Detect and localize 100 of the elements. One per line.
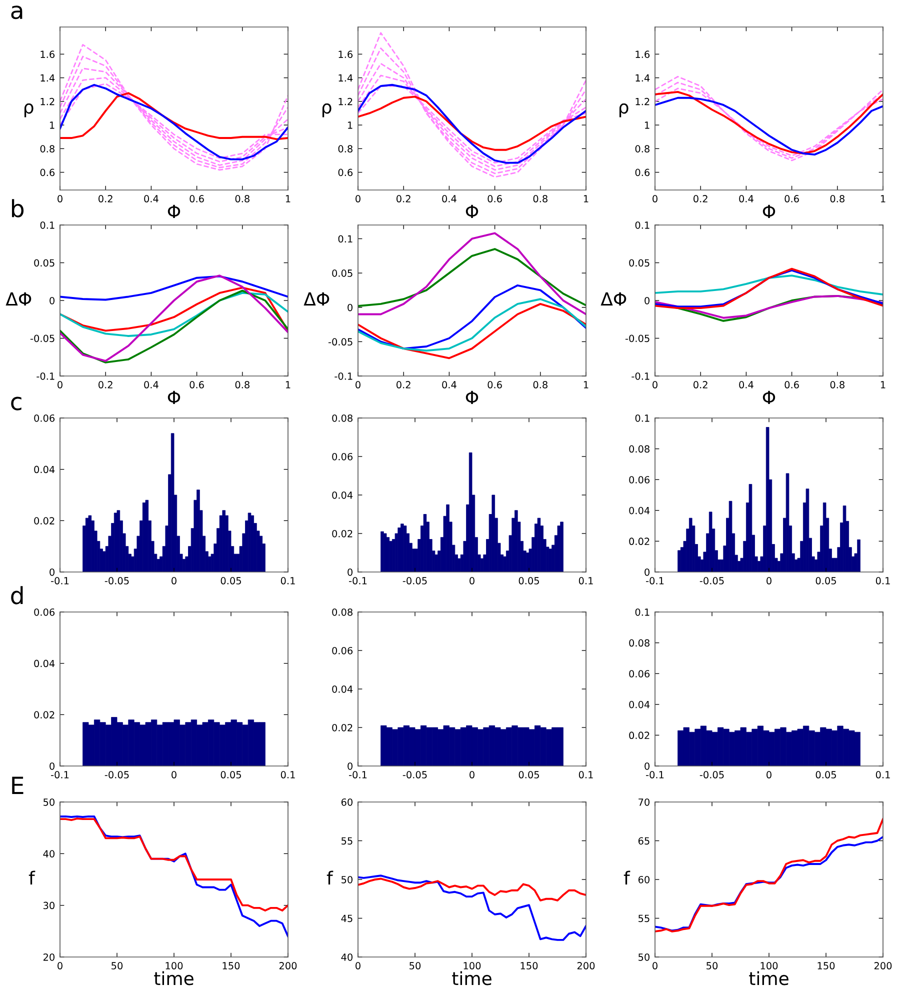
x-axis-title: Φ	[466, 204, 478, 218]
y-tick-label: 0.04	[629, 506, 650, 514]
y-tick-label: 40	[341, 953, 352, 961]
y-tick-label: 0.02	[629, 538, 650, 546]
y-tick-label: 0.08	[629, 639, 650, 647]
y-tick-label: -0.1	[36, 372, 54, 380]
x-tick-label: 0.05	[220, 577, 241, 584]
x-tick-label: 0.2	[396, 381, 410, 388]
y-tick-label: -0.1	[334, 372, 352, 380]
x-tick-label: 200	[874, 962, 892, 970]
x-axis-title: Φ	[168, 204, 180, 218]
y-tick-label: 0	[644, 296, 650, 304]
y-tick-label: 20	[43, 953, 54, 961]
y-tick-label: 0	[644, 762, 650, 770]
y-tick-label: 0.6	[338, 168, 353, 176]
x-axis-title: time	[154, 971, 194, 986]
x-tick-label: 0	[356, 195, 360, 202]
y-tick-label: 1	[348, 122, 352, 129]
y-axis-title: ΔΦ	[6, 292, 32, 306]
y-tick-label: -0.05	[30, 334, 54, 342]
x-tick-label: 0.4	[144, 381, 158, 388]
y-tick-label: 0.04	[34, 466, 55, 474]
y-tick-label: 0.8	[338, 145, 352, 152]
x-tick-label: 0.8	[235, 195, 250, 202]
x-tick-label: 0	[356, 962, 360, 970]
x-tick-label: 0	[58, 381, 62, 388]
y-tick-label: 0.02	[34, 711, 54, 718]
y-tick-label: 0.02	[34, 517, 54, 524]
x-tick-label: 100	[760, 962, 778, 970]
y-tick-label: 0.06	[629, 476, 650, 484]
x-tick-label: 1	[880, 195, 886, 202]
x-tick-label: 0.1	[578, 771, 593, 778]
x-axis-title: time	[749, 971, 788, 986]
y-tick-label: -0.05	[328, 338, 352, 346]
y-tick-label: 0.1	[635, 221, 650, 229]
y-tick-label: 1.6	[40, 50, 55, 58]
y-tick-label: 1.4	[40, 74, 55, 82]
x-tick-label: 0	[172, 771, 176, 778]
y-tick-label: 65	[638, 837, 650, 845]
x-tick-label: 200	[577, 962, 595, 970]
x-tick-label: 0.4	[144, 195, 158, 202]
y-tick-label: 0	[50, 296, 54, 304]
y-tick-label: 50	[44, 798, 54, 806]
x-axis-title: Φ	[466, 390, 478, 404]
x-tick-label: 150	[222, 962, 240, 970]
y-tick-label: 60	[638, 876, 650, 884]
x-tick-label: 0.1	[578, 577, 593, 584]
x-tick-label: 0.8	[235, 381, 250, 388]
x-tick-label: 0.2	[98, 195, 112, 202]
y-tick-label: 0.08	[332, 414, 352, 422]
text: b	[12, 199, 24, 218]
y-axis-title: ρ	[619, 103, 628, 118]
y-tick-label: 0.02	[332, 530, 352, 538]
y-tick-label: 0	[644, 568, 650, 576]
x-tick-label: 0	[356, 381, 360, 388]
y-tick-label: 0.8	[635, 145, 650, 152]
y-tick-label: 0.02	[629, 732, 650, 740]
text: d	[11, 586, 23, 604]
x-axis-title: Φ	[762, 390, 776, 404]
y-tick-label: 1.4	[636, 74, 650, 82]
x-tick-label: 1	[584, 381, 588, 388]
x-tick-label: 1	[286, 195, 290, 202]
y-axis-title: ρ	[322, 103, 332, 118]
x-tick-label: 50	[410, 962, 421, 970]
y-tick-label: 0	[348, 762, 352, 770]
y-axis-title: ΔΦ	[600, 292, 626, 306]
x-tick-label: 0.4	[739, 381, 754, 388]
x-tick-label: 100	[166, 962, 183, 970]
y-tick-label: 1.2	[636, 98, 650, 106]
x-tick-label: 1	[584, 195, 588, 202]
x-tick-label: 0.6	[488, 195, 502, 202]
y-tick-label: 1.2	[40, 98, 54, 106]
x-tick-label: 0.1	[280, 577, 295, 584]
x-axis-title: Φ	[762, 204, 776, 218]
y-tick-label: 0	[50, 568, 54, 576]
x-tick-label: 0.2	[98, 381, 112, 388]
y-tick-label: 0.08	[629, 445, 650, 453]
y-tick-label: 0.04	[332, 685, 353, 693]
x-tick-label: 150	[520, 962, 538, 970]
y-axis-title: f	[28, 870, 36, 884]
x-tick-label: -0.05	[700, 577, 724, 584]
y-tick-label: 0.02	[332, 724, 352, 732]
x-tick-label: 0.4	[442, 195, 456, 202]
x-tick-label: -0.05	[402, 577, 427, 584]
x-tick-label: 1	[286, 381, 290, 388]
x-tick-label: -0.05	[104, 771, 129, 778]
y-tick-label: 0	[50, 762, 54, 770]
text: E	[12, 776, 24, 794]
y-tick-label: 30	[44, 902, 54, 910]
y-tick-label: 40	[43, 850, 54, 858]
y-tick-label: 1.6	[338, 50, 353, 58]
y-tick-label: 0.06	[332, 646, 353, 654]
x-tick-label: 0.6	[190, 381, 204, 388]
x-axis-title: time	[452, 971, 492, 986]
x-tick-label: 0.05	[518, 771, 539, 778]
y-tick-label: 0.8	[40, 145, 54, 152]
y-tick-label: 0.05	[34, 259, 54, 267]
y-tick-label: 60	[341, 798, 352, 806]
y-axis-title: ΔΦ	[304, 292, 330, 306]
x-tick-label: 100	[464, 962, 481, 970]
